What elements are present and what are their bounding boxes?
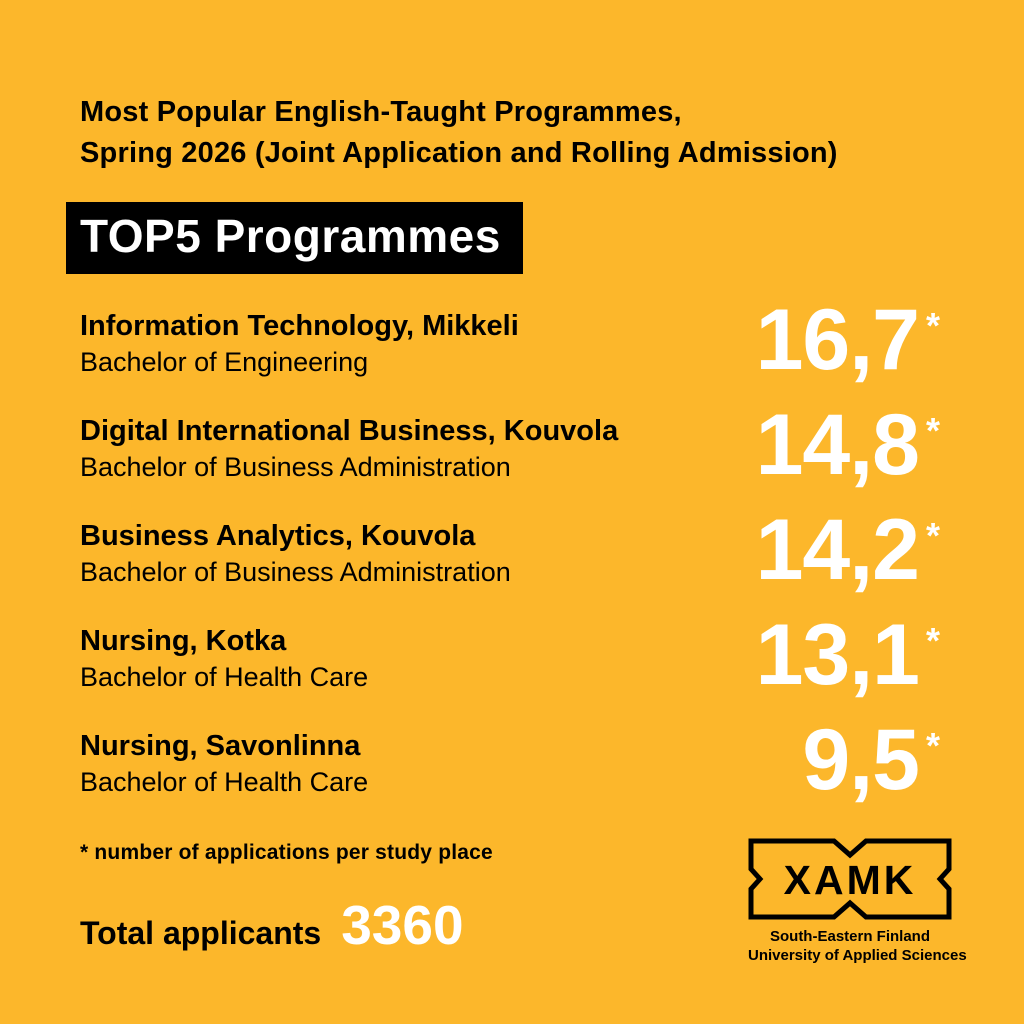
university-name-line2: University of Applied Sciences	[748, 947, 967, 964]
programme-value-group: 13,1 *	[755, 607, 940, 703]
asterisk-mark: *	[925, 305, 940, 346]
asterisk-mark: *	[925, 620, 940, 661]
total-applicants: Total applicants 3360	[80, 898, 464, 953]
programme-value-group: 16,7 *	[755, 292, 940, 388]
xamk-wordmark: XAMK	[783, 856, 917, 903]
programme-title: Nursing, Kotka	[80, 625, 287, 657]
university-name-line1: South-Eastern Finland	[769, 928, 930, 945]
programme-degree: Bachelor of Health Care	[80, 662, 369, 692]
programme-value: 13,1	[755, 607, 920, 703]
programme-row: Nursing, Kotka Bachelor of Health Care 1…	[80, 612, 940, 728]
programme-value-group: 9,5 *	[802, 712, 940, 808]
total-label: Total applicants	[80, 915, 322, 951]
programme-value: 14,8	[755, 397, 920, 493]
programme-row: Information Technology, Mikkeli Bachelor…	[80, 297, 940, 413]
section-title-badge: TOP5 Programmes	[66, 202, 523, 274]
notched-frame-icon	[748, 838, 952, 920]
xamk-logo-frame-icon: XAMK	[748, 838, 952, 920]
programme-title: Business Analytics, Kouvola	[80, 520, 476, 552]
programme-list: Information Technology, Mikkeli Bachelor…	[80, 297, 940, 833]
programme-title: Digital International Business, Kouvola	[80, 415, 619, 447]
page-title-line1: Most Popular English-Taught Programmes,	[80, 96, 682, 128]
total-value: 3360	[341, 894, 464, 956]
asterisk-mark: *	[925, 725, 940, 766]
programme-value: 14,2	[755, 502, 920, 598]
programme-value-group: 14,8 *	[755, 397, 940, 493]
asterisk-mark: *	[925, 515, 940, 556]
asterisk-mark: *	[925, 410, 940, 451]
page-title: Most Popular English-Taught Programmes, …	[80, 92, 838, 174]
programme-value: 9,5	[802, 712, 920, 808]
programme-degree: Bachelor of Business Administration	[80, 452, 511, 482]
programme-row: Digital International Business, Kouvola …	[80, 402, 940, 518]
programme-value: 16,7	[755, 292, 920, 388]
programme-row: Business Analytics, Kouvola Bachelor of …	[80, 507, 940, 623]
programme-row: Nursing, Savonlinna Bachelor of Health C…	[80, 717, 940, 833]
programme-degree: Bachelor of Health Care	[80, 767, 369, 797]
xamk-logo: XAMK South-Eastern Finland University of…	[748, 838, 967, 965]
page-title-line2: Spring 2026 (Joint Application and Rolli…	[80, 137, 838, 169]
programme-title: Information Technology, Mikkeli	[80, 310, 519, 342]
university-name: South-Eastern Finland University of Appl…	[748, 927, 967, 965]
programme-title: Nursing, Savonlinna	[80, 730, 361, 762]
programme-degree: Bachelor of Business Administration	[80, 557, 511, 587]
programme-value-group: 14,2 *	[755, 502, 940, 598]
programme-degree: Bachelor of Engineering	[80, 347, 369, 377]
footnote: * number of applications per study place	[80, 841, 493, 864]
